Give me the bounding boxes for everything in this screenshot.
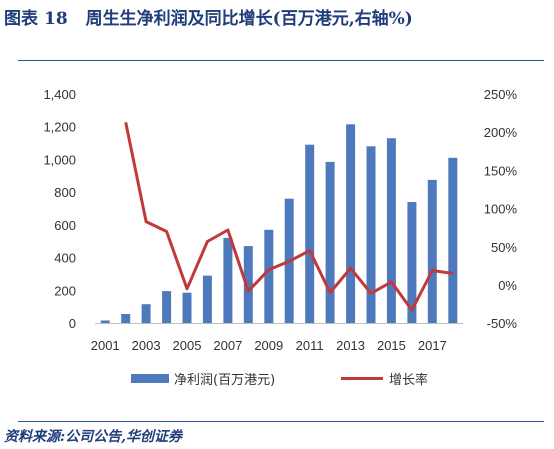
bar (346, 124, 356, 323)
right-tick-label: -50% (487, 316, 518, 331)
bar (325, 161, 335, 323)
bar (243, 246, 253, 323)
left-tick-label: 600 (54, 218, 76, 233)
right-axis: -50% 0% 50% 100% 150% 200% 250% (484, 87, 518, 331)
bar (305, 144, 315, 323)
growth-line (124, 121, 454, 312)
bar (141, 304, 151, 323)
left-tick-label: 800 (54, 185, 76, 200)
right-tick-label: 150% (484, 163, 518, 178)
bar (407, 202, 417, 323)
bar (162, 291, 172, 323)
x-tick-label: 2015 (377, 338, 406, 353)
right-tick-label: 50% (491, 240, 517, 255)
bar (386, 138, 396, 323)
figure-title: 图表 18 周生生净利润及同比增长(百万港元,右轴%) (4, 4, 413, 29)
line-series (124, 121, 454, 312)
bar (121, 314, 131, 323)
x-axis: 2001 2003 2005 2007 2009 2011 2013 2015 2017 (91, 338, 447, 353)
x-tick-label: 2005 (173, 338, 202, 353)
right-tick-label: 100% (484, 202, 518, 217)
x-tick-label: 2001 (91, 338, 120, 353)
x-tick-label: 2017 (418, 338, 447, 353)
left-tick-label: 1,200 (43, 120, 76, 135)
legend: 净利润(百万港元) 增长率 (131, 372, 428, 388)
x-tick-label: 2007 (213, 338, 242, 353)
legend-line-label: 增长率 (389, 372, 428, 388)
legend-bar-swatch (131, 374, 169, 383)
bar (264, 229, 274, 323)
bar (366, 146, 376, 323)
x-tick-label: 2011 (296, 338, 324, 353)
left-tick-label: 1,400 (43, 87, 76, 102)
bar-series (100, 124, 458, 323)
left-tick-label: 400 (54, 251, 76, 266)
bar (202, 275, 212, 323)
bar (223, 237, 233, 323)
left-tick-label: 1,000 (43, 152, 76, 167)
figure-title-text: 周生生净利润及同比增长(百万港元,右轴%) (85, 9, 413, 29)
left-axis: 0 200 400 600 800 1,000 1,200 1,400 (43, 87, 76, 331)
x-tick-label: 2009 (254, 338, 283, 353)
left-tick-label: 200 (54, 283, 76, 298)
bottom-rule (18, 421, 544, 422)
x-tick-label: 2003 (132, 338, 161, 353)
bar (182, 292, 192, 323)
left-tick-label: 0 (69, 316, 76, 331)
x-tick-label: 2013 (336, 338, 365, 353)
figure-number: 18 (44, 9, 68, 29)
legend-bar-label: 净利润(百万港元) (174, 373, 275, 388)
right-tick-label: 0% (498, 278, 517, 293)
bar (448, 157, 458, 323)
top-rule (18, 60, 544, 61)
right-tick-label: 200% (484, 125, 518, 140)
figure-label: 图表 (4, 9, 38, 29)
bar (100, 320, 110, 323)
source-note: 资料来源:公司公告,华创证券 (4, 429, 183, 445)
bar (427, 179, 437, 323)
right-tick-label: 250% (484, 87, 518, 102)
